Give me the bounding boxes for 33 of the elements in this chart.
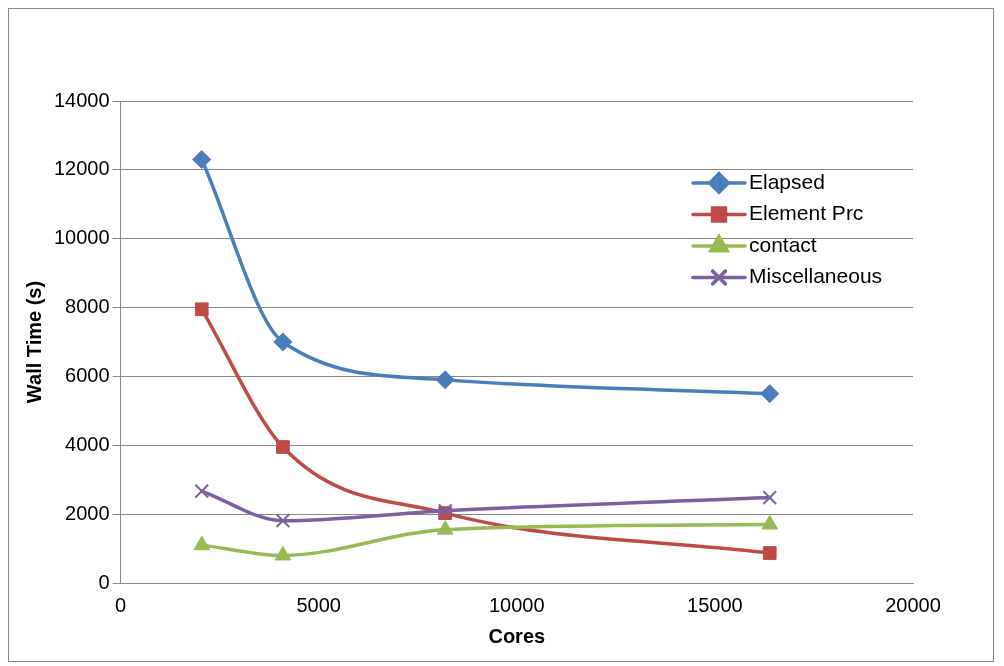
y-tick-label: 12000 xyxy=(53,157,110,180)
legend-label: Element Prc xyxy=(749,201,864,225)
point xyxy=(273,332,293,352)
point xyxy=(194,483,210,499)
y-tick-label: 6000 xyxy=(65,363,110,386)
point xyxy=(762,490,778,505)
x-tick-label: 20000 xyxy=(885,593,941,616)
point xyxy=(761,514,779,530)
point xyxy=(762,546,777,560)
point xyxy=(193,535,211,551)
x-tick-label: 15000 xyxy=(687,593,743,616)
y-tick-label: 8000 xyxy=(65,295,110,318)
y-axis-title: Wall Time (s) xyxy=(22,280,45,404)
point xyxy=(275,513,291,529)
legend-label: contact xyxy=(749,232,817,256)
y-tick-label: 2000 xyxy=(65,501,110,524)
x-axis-title: Cores xyxy=(488,624,546,647)
y-tick-label: 14000 xyxy=(53,88,110,111)
y-tick-label: 10000 xyxy=(53,226,110,249)
x-tick-label: 5000 xyxy=(296,593,341,616)
y-tick-label: 4000 xyxy=(65,432,110,455)
point xyxy=(192,150,212,170)
legend-label: Miscellaneous xyxy=(749,264,883,288)
point xyxy=(436,520,454,535)
point xyxy=(435,370,455,390)
y-tick-label: 0 xyxy=(98,570,110,593)
point xyxy=(194,302,209,317)
point xyxy=(276,440,290,454)
x-tick-label: 0 xyxy=(115,593,127,616)
legend-label: Elapsed xyxy=(749,169,825,193)
point xyxy=(274,545,292,561)
x-tick-label: 10000 xyxy=(489,593,545,616)
point xyxy=(760,384,780,404)
